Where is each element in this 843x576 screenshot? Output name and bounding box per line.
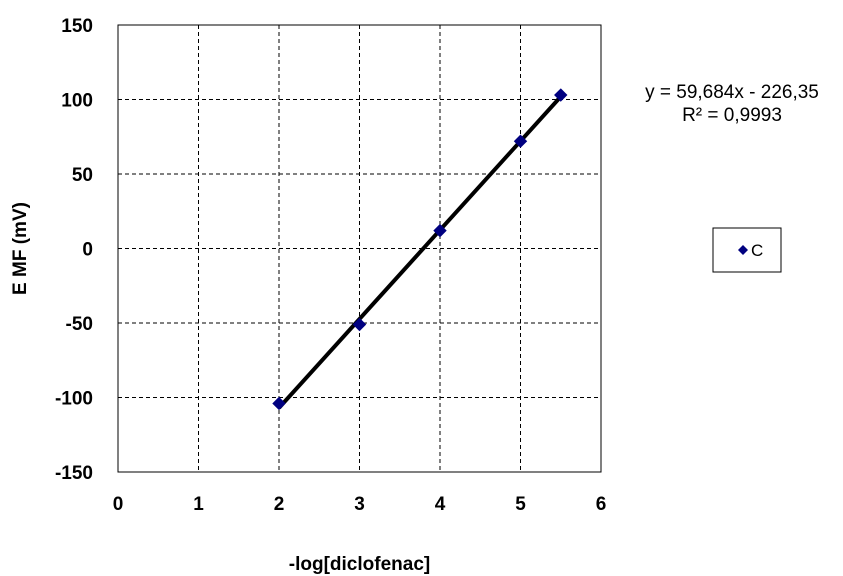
data-points (272, 88, 568, 411)
legend-marker-diamond-icon (738, 245, 748, 255)
trendline-r-squared: R² = 0,9993 (682, 105, 782, 126)
trendline (277, 95, 563, 410)
x-tick-label: 5 (515, 494, 526, 515)
x-tick-label: 2 (274, 494, 285, 515)
data-point (272, 396, 286, 411)
y-axis-title: E MF (mV) (10, 202, 31, 295)
data-point (352, 317, 367, 332)
legend-label: C (751, 241, 763, 260)
x-axis-ticks: 0 1 2 3 4 5 6 (113, 494, 607, 515)
y-tick-label: 150 (61, 16, 93, 37)
y-tick-label: -100 (55, 389, 93, 410)
trendline-equation: y = 59,684x - 226,35 (645, 82, 819, 103)
data-point (554, 88, 568, 102)
x-tick-label: 6 (596, 494, 607, 515)
data-point (513, 134, 528, 148)
legend: C (712, 227, 782, 273)
y-tick-label: 0 (82, 240, 93, 261)
y-tick-label: -150 (55, 463, 93, 484)
x-tick-label: 3 (354, 494, 365, 515)
x-tick-label: 1 (193, 494, 204, 515)
y-tick-label: 50 (72, 165, 93, 186)
y-axis-ticks: 150 100 50 0 -50 -100 -150 (55, 16, 93, 484)
data-point (433, 223, 447, 238)
x-tick-label: 4 (435, 494, 446, 515)
x-tick-label: 0 (113, 494, 124, 515)
x-axis-title: -log[diclofenac] (289, 554, 430, 575)
y-tick-label: -50 (66, 314, 93, 335)
y-tick-label: 100 (61, 91, 93, 112)
